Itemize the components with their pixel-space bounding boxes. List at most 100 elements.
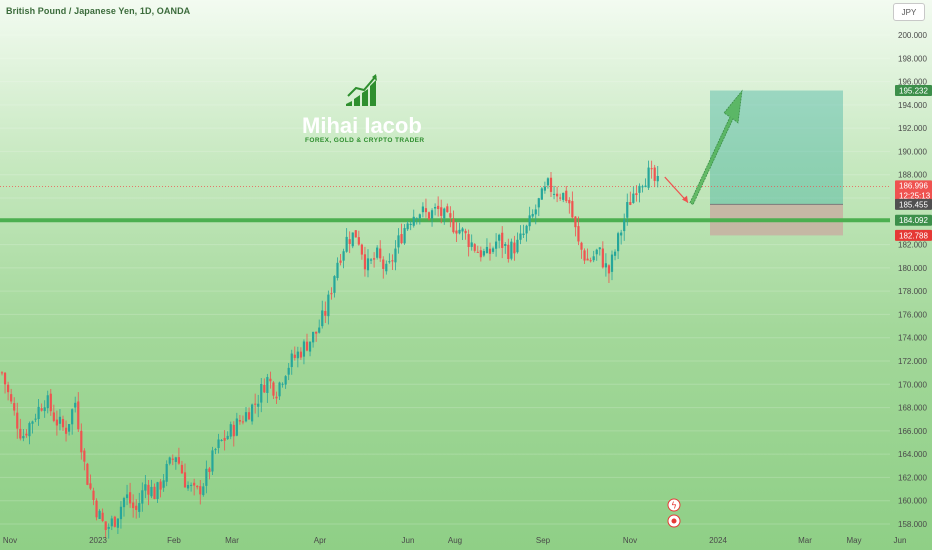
candle-body — [22, 436, 25, 439]
candle-body — [424, 208, 428, 213]
candle-body — [305, 341, 309, 351]
candle-body — [449, 213, 452, 218]
price-tick-label: 182.000 — [898, 241, 927, 250]
price-tick-label: 172.000 — [898, 357, 927, 366]
candle-body — [638, 185, 641, 193]
price-tick-label: 164.000 — [898, 450, 927, 459]
candle-body — [586, 258, 589, 261]
candle-body — [546, 178, 550, 186]
candle-body — [269, 378, 272, 382]
candle-body — [43, 407, 46, 412]
candle-body — [238, 420, 241, 422]
candle-body — [373, 258, 376, 260]
logo-bars-icon — [346, 74, 377, 106]
candle-body — [629, 201, 632, 205]
candle-body — [568, 200, 571, 204]
dividend-event-icon[interactable] — [667, 514, 681, 528]
candle-body — [315, 331, 318, 334]
candle-body — [247, 412, 251, 420]
price-tick-label: 174.000 — [898, 334, 927, 343]
candle-body — [488, 248, 492, 254]
candle-body — [470, 242, 473, 247]
candle-body — [7, 384, 10, 393]
price-tick-label: 160.000 — [898, 497, 927, 506]
candle-body — [147, 484, 150, 495]
candle-body — [589, 260, 592, 262]
candle-body — [220, 439, 223, 441]
candle-body — [132, 502, 135, 509]
candle-body — [467, 234, 470, 247]
candle-body — [534, 209, 537, 215]
candle-body — [495, 241, 498, 249]
candle-body — [186, 484, 190, 489]
candle-body — [199, 486, 202, 495]
price-tick-label: 168.000 — [898, 404, 927, 413]
candle-body — [418, 214, 421, 219]
candle-body — [83, 450, 86, 462]
candle-body — [388, 261, 391, 263]
candle-body — [95, 500, 98, 518]
candle-body — [217, 439, 220, 448]
candle-body — [31, 421, 34, 424]
price-tick-label: 158.000 — [898, 520, 927, 529]
candle-body — [357, 237, 360, 245]
candle-body — [473, 244, 476, 251]
support-price-label: 184.092 — [899, 216, 928, 225]
price-tick-label: 176.000 — [898, 310, 927, 319]
price-tick-label: 190.000 — [898, 147, 927, 156]
candle-body — [559, 197, 562, 199]
candle-body — [254, 403, 257, 405]
candle-body — [513, 242, 516, 254]
candle-body — [440, 207, 443, 216]
chart-title: British Pound / Japanese Yen, 1D, OANDA — [6, 6, 191, 16]
candle-body — [620, 232, 623, 236]
candle-body — [525, 225, 528, 234]
candle-body — [116, 518, 119, 528]
candle-body — [443, 208, 446, 219]
candle-body — [498, 234, 501, 241]
candle-body — [366, 258, 370, 271]
candle-body — [52, 412, 55, 421]
time-tick-label: Aug — [448, 536, 462, 545]
candle-body — [119, 506, 123, 520]
price-tick-label: 178.000 — [898, 287, 927, 296]
candle-body — [412, 216, 415, 226]
candle-body — [577, 226, 580, 242]
events-icons[interactable]: ϟ — [667, 498, 681, 528]
entry-price-label: 185.455 — [899, 200, 928, 209]
candle-body — [354, 230, 357, 238]
candle-body — [251, 404, 254, 422]
candle-body — [58, 416, 62, 424]
candle-body — [196, 485, 199, 488]
candle-body — [626, 202, 629, 218]
logo: Mihai Iacob FOREX, GOLD & CRYPTO TRADER — [302, 74, 424, 144]
price-tick-label: 196.000 — [898, 78, 927, 87]
candle-body — [382, 259, 385, 269]
candle-body — [330, 293, 333, 295]
price-tick-label: 200.000 — [898, 31, 927, 40]
candle-body — [244, 412, 248, 422]
time-tick-label: Nov — [623, 536, 637, 545]
candle-body — [565, 190, 568, 202]
currency-selector[interactable]: JPY — [893, 3, 925, 21]
candle-body — [55, 419, 58, 426]
stop-price-label: 182.788 — [899, 231, 928, 240]
candle-body — [556, 193, 559, 197]
flash-event-icon[interactable]: ϟ — [667, 498, 681, 512]
candle-body — [122, 498, 126, 508]
time-tick-label: Apr — [314, 536, 327, 545]
candle-body — [214, 449, 217, 451]
candle-body — [61, 419, 65, 428]
svg-text:ϟ: ϟ — [671, 502, 677, 512]
candle-body — [321, 310, 324, 327]
candle-body — [296, 351, 299, 359]
candle-body — [290, 353, 293, 368]
candle-body — [71, 409, 74, 425]
candle-body — [394, 248, 397, 263]
candle-body — [281, 383, 284, 385]
candle-body — [193, 482, 196, 486]
candle-body — [510, 241, 513, 259]
candle-body — [635, 193, 638, 196]
